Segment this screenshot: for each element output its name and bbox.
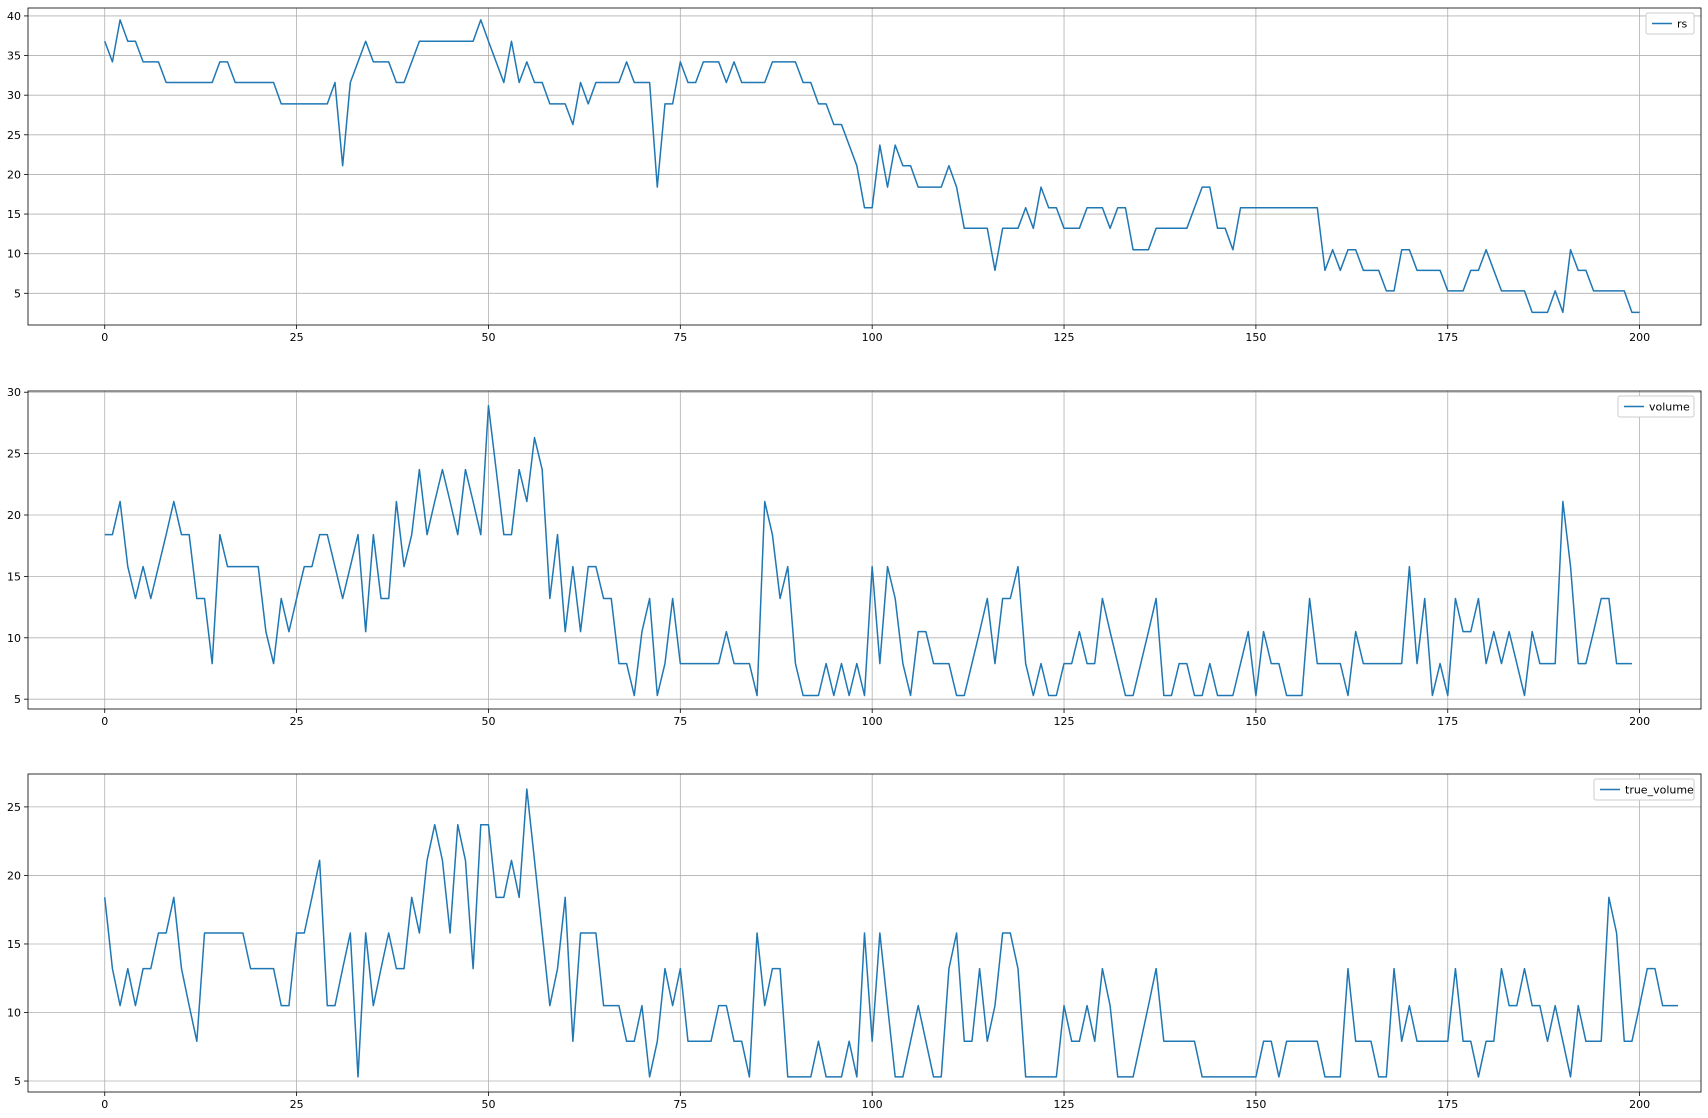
x-tick-label: 25	[290, 331, 304, 344]
legend-box	[1617, 395, 1695, 418]
y-tick-label: 5	[14, 1075, 21, 1088]
y-tick-label: 20	[7, 869, 21, 882]
y-tick-label: 25	[7, 801, 21, 814]
x-tick-label: 0	[101, 1098, 108, 1111]
x-tick-label: 150	[1245, 715, 1266, 728]
axes-frame	[27, 390, 1702, 710]
y-tick-label: 20	[7, 168, 21, 181]
x-tick-label: 25	[290, 1098, 304, 1111]
x-tick-label: 25	[290, 715, 304, 728]
x-tick-label: 175	[1437, 1098, 1458, 1111]
y-tick-label: 10	[7, 632, 21, 645]
x-tick-label: 75	[673, 331, 687, 344]
legend: true_volume	[1593, 778, 1695, 801]
x-tick-label: 0	[101, 715, 108, 728]
x-tick-label: 100	[862, 331, 883, 344]
x-tick-label: 125	[1054, 715, 1075, 728]
y-tick-label: 15	[7, 208, 21, 221]
axes-frame	[27, 773, 1702, 1093]
series-line-volume	[104, 404, 1632, 697]
y-tick-label: 15	[7, 938, 21, 951]
series-line-rs	[104, 19, 1640, 314]
y-tick-label: 30	[7, 386, 21, 399]
x-tick-label: 125	[1054, 1098, 1075, 1111]
y-tick-label: 35	[7, 50, 21, 63]
x-tick-label: 75	[673, 715, 687, 728]
legend-label: volume	[1649, 401, 1690, 414]
x-tick-label: 0	[101, 331, 108, 344]
x-tick-label: 75	[673, 1098, 687, 1111]
y-tick-label: 25	[7, 448, 21, 461]
x-tick-label: 100	[862, 1098, 883, 1111]
x-tick-label: 200	[1629, 1098, 1650, 1111]
y-tick-label: 25	[7, 129, 21, 142]
series-line-true_volume	[103, 788, 1678, 1078]
legend-label: rs	[1677, 18, 1688, 31]
legend-label: true_volume	[1625, 784, 1694, 797]
x-tick-label: 200	[1629, 715, 1650, 728]
legend: rs	[1645, 12, 1695, 35]
y-tick-label: 5	[14, 287, 21, 300]
x-tick-label: 200	[1629, 331, 1650, 344]
subplot-true_volume: 0 25 50 75 100 125 150 175 200 5 10 15 20 25 true_volu…	[7, 773, 1702, 1111]
axes-frame	[27, 7, 1702, 326]
y-tick-label: 15	[7, 570, 21, 583]
subplot-volume: 0 25 50 75 100 125 150 175 200 5 10 15 20 25 30 volume	[7, 386, 1702, 728]
y-tick-label: 10	[7, 248, 21, 261]
x-tick-label: 100	[862, 715, 883, 728]
x-tick-label: 50	[481, 331, 495, 344]
legend-box	[1593, 778, 1695, 801]
y-tick-label: 5	[14, 693, 21, 706]
y-tick-label: 30	[7, 89, 21, 102]
x-tick-label: 175	[1437, 715, 1458, 728]
x-tick-label: 50	[481, 715, 495, 728]
x-tick-label: 125	[1054, 331, 1075, 344]
x-tick-label: 175	[1437, 331, 1458, 344]
x-tick-label: 150	[1245, 331, 1266, 344]
y-tick-label: 10	[7, 1007, 21, 1020]
y-tick-label: 40	[7, 10, 21, 23]
legend: volume	[1617, 395, 1695, 418]
y-tick-label: 20	[7, 509, 21, 522]
subplot-rs: 0 25 50 75 100 125 150 175 200 5 10 15 20 25 30 35 40 rs	[7, 7, 1702, 344]
x-tick-label: 50	[481, 1098, 495, 1111]
x-tick-label: 150	[1245, 1098, 1266, 1111]
